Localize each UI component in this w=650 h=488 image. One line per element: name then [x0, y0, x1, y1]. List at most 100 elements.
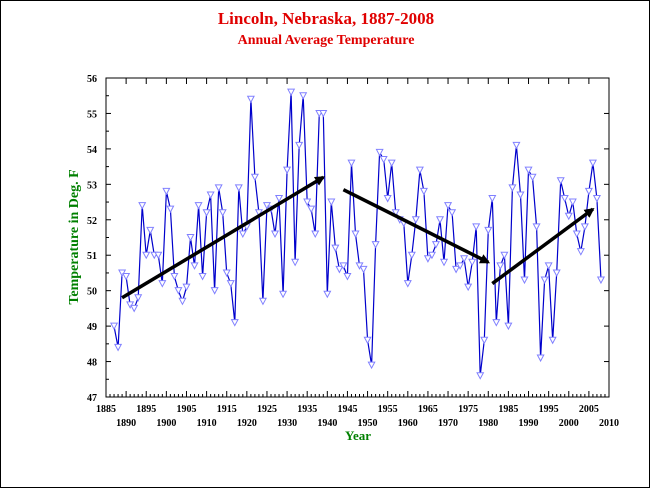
data-point	[584, 187, 593, 196]
data-point	[327, 198, 336, 207]
y-tick-label: 55	[87, 109, 97, 120]
data-point	[307, 205, 316, 214]
data-point	[480, 336, 489, 345]
y-tick-label: 48	[87, 358, 97, 369]
data-point	[532, 223, 541, 231]
data-point	[363, 336, 372, 345]
data-point	[439, 258, 449, 267]
data-point	[516, 191, 525, 200]
x-tick-label-upper: 1925	[257, 404, 277, 415]
data-point	[270, 230, 280, 239]
data-point	[347, 159, 356, 168]
data-point	[371, 241, 380, 249]
x-tick-label-lower: 1960	[398, 418, 418, 429]
data-point	[122, 272, 131, 281]
data-point	[564, 212, 573, 221]
chart-title: Lincoln, Nebraska, 1887-2008	[218, 9, 434, 28]
data-point	[552, 269, 561, 278]
data-point	[508, 184, 517, 192]
x-tick-label-lower: 1970	[438, 418, 458, 429]
y-tick-label: 52	[87, 216, 97, 227]
data-point	[359, 265, 368, 274]
data-point	[415, 166, 424, 175]
data-point	[118, 269, 127, 278]
data-point	[210, 287, 219, 295]
data-point	[114, 343, 123, 352]
x-tick-label-upper: 1935	[297, 404, 317, 415]
data-point	[323, 290, 332, 299]
data-point	[174, 287, 183, 295]
x-tick-label-lower: 2000	[559, 418, 579, 429]
data-point	[367, 361, 376, 370]
data-point	[226, 280, 235, 288]
data-point	[274, 195, 284, 203]
data-point	[383, 195, 392, 203]
data-point	[202, 209, 211, 217]
data-point	[520, 276, 529, 285]
x-tick-label-lower: 1890	[116, 418, 136, 429]
data-point	[460, 255, 469, 263]
data-point	[146, 226, 155, 235]
x-tick-label-upper: 1975	[458, 404, 478, 415]
data-point	[568, 198, 577, 207]
x-tick-label-upper: 2005	[579, 404, 599, 415]
data-point	[387, 159, 396, 168]
data-point	[512, 141, 521, 150]
data-point	[335, 265, 344, 274]
y-tick-label: 51	[87, 251, 97, 262]
data-point	[351, 230, 360, 239]
data-point	[576, 248, 585, 256]
data-point	[448, 209, 457, 217]
data-point	[250, 173, 259, 182]
data-point	[592, 195, 601, 203]
data-point	[500, 251, 509, 260]
data-point	[464, 283, 473, 292]
y-axis-title: Temperature in Deg. F	[67, 169, 82, 304]
x-tick-label-upper: 1985	[498, 404, 518, 415]
x-tick-label-upper: 1965	[418, 404, 438, 415]
data-point	[311, 230, 320, 239]
data-point	[295, 141, 304, 150]
x-tick-label-upper: 1995	[539, 404, 559, 415]
data-point	[130, 304, 139, 313]
data-point	[435, 216, 445, 224]
x-tick-label-upper: 1905	[176, 404, 196, 415]
data-point	[218, 209, 227, 217]
data-point	[572, 230, 581, 239]
data-point	[528, 173, 537, 182]
data-point	[556, 177, 565, 185]
data-point	[238, 230, 247, 239]
data-point	[355, 262, 364, 270]
data-point	[303, 198, 312, 207]
data-point	[222, 269, 231, 278]
data-point	[319, 109, 328, 118]
data-point	[391, 209, 400, 217]
data-point	[299, 92, 308, 100]
y-tick-label: 56	[87, 74, 97, 85]
data-point	[544, 262, 553, 270]
data-point	[419, 187, 428, 196]
data-point	[258, 297, 267, 306]
data-point	[214, 184, 223, 192]
y-tick-label: 54	[87, 145, 97, 156]
x-tick-label-upper: 1945	[337, 404, 357, 415]
data-point	[138, 202, 147, 210]
x-tick-label-lower: 1930	[277, 418, 297, 429]
series-layer	[110, 88, 605, 380]
x-tick-label-lower: 1940	[317, 418, 337, 429]
y-tick-label: 50	[87, 287, 97, 298]
x-tick-label-lower: 1920	[237, 418, 257, 429]
data-point	[166, 205, 175, 214]
data-point	[198, 272, 207, 281]
data-point	[452, 265, 461, 274]
data-point	[178, 297, 187, 306]
data-point	[170, 272, 179, 281]
data-point	[524, 166, 533, 175]
data-point	[427, 251, 436, 260]
trend-arrow	[491, 207, 595, 285]
data-point	[375, 148, 384, 157]
data-point	[468, 258, 477, 267]
data-point	[492, 319, 501, 327]
x-tick-label-lower: 1900	[156, 418, 176, 429]
data-point	[548, 336, 557, 345]
